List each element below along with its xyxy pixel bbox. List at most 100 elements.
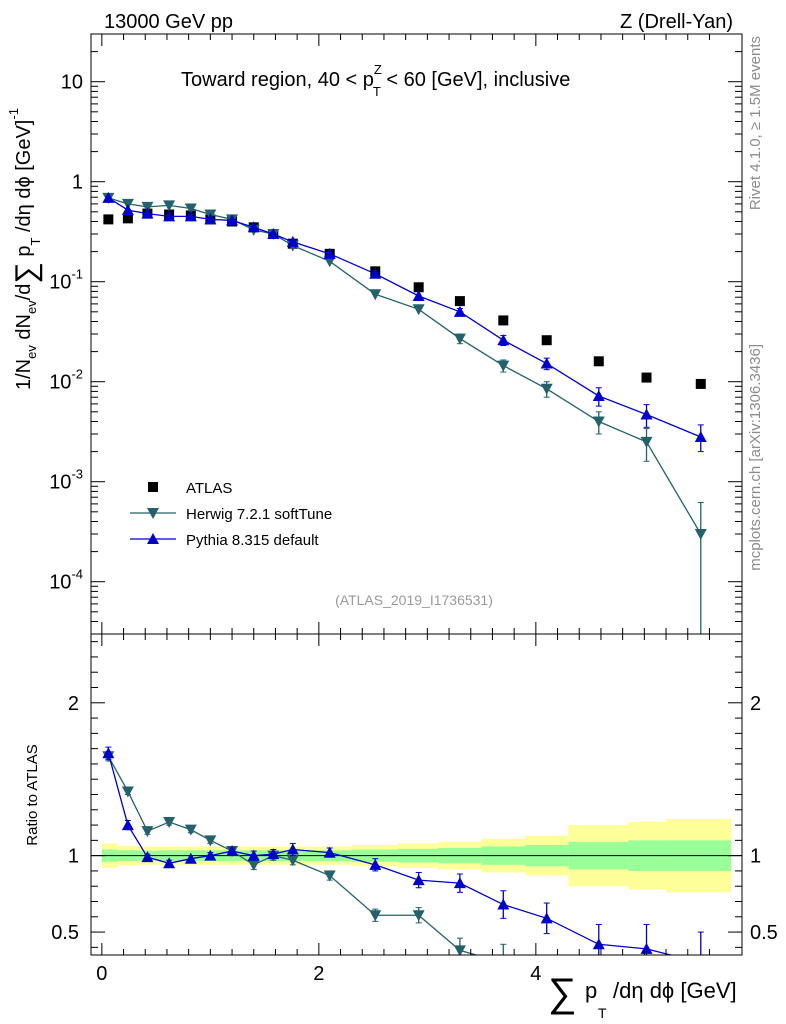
pythia-main-point: [453, 305, 466, 317]
pythia-main-point: [121, 204, 134, 216]
pythia-ratio-point: [453, 877, 466, 889]
legend: ATLAS Herwig 7.2.1 softTune Pythia 8.315…: [130, 480, 332, 549]
herwig-ratio-point: [497, 958, 509, 969]
pythia-ratio-point: [121, 819, 134, 831]
pythia-ratio-point: [369, 858, 382, 870]
x-tick-label: 4: [530, 963, 541, 985]
pythia-main-point: [369, 267, 382, 279]
rivet-version-label: Rivet 4.1.0, ≥ 1.5M events: [747, 36, 764, 210]
herwig-main-point: [640, 436, 653, 448]
legend-marker-herwig: [147, 508, 159, 519]
pythia-main-point: [286, 235, 299, 247]
herwig-ratio-point: [453, 945, 466, 955]
pythia-main-line: [108, 197, 702, 438]
x-tick-label: 2: [313, 963, 324, 985]
pythia-ratio-point: [226, 845, 239, 857]
herwig-ratio-point: [247, 859, 260, 871]
pythia-main-point: [323, 247, 336, 259]
pythia-ratio-point: [247, 849, 260, 861]
pythia-ratio-point: [497, 898, 510, 910]
atlas-main-point: [593, 356, 604, 367]
main-y-tick-label: 1: [72, 172, 83, 194]
svg-text:T: T: [598, 1005, 607, 1021]
pythia-main-point: [592, 389, 605, 401]
ratio-y-tick-label-left: 1: [68, 846, 79, 868]
herwig-main-point: [323, 256, 336, 268]
herwig-ratio-point: [286, 855, 299, 867]
atlas-main-point: [695, 378, 706, 389]
ratio-y-tick-label-left: 0.5: [51, 922, 79, 944]
atlas-main-point: [103, 214, 114, 225]
main-y-tick-label: 10-4: [49, 567, 83, 594]
ratio-y-tick-label-left: 2: [68, 693, 79, 715]
ratio-panel: 0.5 0.5 1 1 2 2 0 2 4 Ratio to ATLAS: [24, 633, 778, 985]
herwig-main-point: [540, 383, 553, 395]
mcplots-source-label: mcplots.cern.ch [arXiv:1306.3436]: [747, 344, 764, 571]
ratio-y-tick-label-right: 2: [750, 693, 761, 715]
herwig-ratio-point: [163, 817, 176, 829]
pythia-ratio-point: [592, 938, 605, 950]
legend-label-herwig: Herwig 7.2.1 softTune: [186, 506, 332, 523]
herwig-ratio-point: [121, 786, 134, 798]
pythia-ratio-point: [141, 851, 154, 863]
pythia-main-point: [184, 210, 197, 222]
main-y-tick-label: 10-3: [49, 467, 83, 494]
analysis-tag: (ATLAS_2019_I1736531): [335, 592, 493, 608]
herwig-main-point: [592, 416, 605, 428]
atlas-main-point: [641, 372, 652, 383]
pythia-ratio-point: [204, 849, 217, 861]
herwig-main-point: [453, 333, 466, 345]
herwig-main-point: [694, 529, 707, 540]
atlas-main-point: [122, 213, 133, 224]
herwig-ratio-point: [204, 835, 217, 847]
pythia-main-point: [267, 228, 280, 239]
main-y-tick-label: 10: [61, 72, 83, 94]
atlas-main-point: [498, 315, 509, 326]
ratio-y-axis-label: Ratio to ATLAS: [24, 744, 41, 845]
pythia-main-point: [226, 214, 239, 226]
herwig-main-point: [412, 304, 425, 316]
herwig-ratio-point: [141, 826, 154, 838]
main-y-tick-label: 10-1: [49, 267, 83, 294]
herwig-ratio-point: [369, 910, 382, 922]
pythia-main-point: [163, 210, 176, 222]
ratio-frame: [90, 633, 743, 956]
header-left: 13000 GeV pp: [104, 11, 233, 33]
header-right: Z (Drell-Yan): [620, 11, 733, 33]
pythia-main-point: [497, 334, 510, 346]
svg-text:p: p: [585, 978, 597, 1003]
ratio-series-group: [102, 746, 707, 969]
ratio-y-tick-label-right: 1: [750, 846, 761, 868]
pythia-main-point: [640, 408, 653, 420]
svg-text:1/Nev dNev/d∑ pT /dη dϕ [GeV]: 1/Nev dNev/d∑ pT /dη dϕ [GeV]-1: [6, 108, 43, 390]
pythia-ratio-point: [540, 912, 553, 924]
pythia-ratio-point: [184, 852, 197, 864]
pythia-ratio-point: [286, 843, 299, 855]
herwig-main-point: [163, 200, 176, 212]
pythia-main-point: [247, 221, 260, 233]
pythia-main-point: [694, 430, 707, 442]
pythia-main-point: [540, 357, 553, 369]
atlas-main-point: [541, 335, 552, 346]
atlas-main-point: [413, 282, 424, 293]
pythia-ratio-point: [163, 857, 176, 869]
herwig-main-point: [497, 360, 510, 372]
herwig-main-point: [369, 289, 382, 301]
svg-text:∑: ∑: [548, 971, 577, 1015]
ratio-y-tick-label-right: 0.5: [750, 922, 778, 944]
pythia-ratio-point: [102, 747, 115, 759]
pythia-main-point: [102, 191, 115, 203]
x-axis-label: ∑ p T /dη dϕ [GeV]: [548, 971, 737, 1021]
legend-marker-pythia: [147, 533, 159, 544]
pythia-ratio-point: [640, 942, 653, 954]
pythia-ratio-point: [412, 874, 425, 886]
pythia-main-point: [412, 289, 425, 301]
pythia-ratio-point: [267, 848, 280, 860]
pythia-ratio-point: [695, 957, 707, 968]
herwig-ratio-point: [412, 910, 425, 922]
legend-label-pythia: Pythia 8.315 default: [186, 532, 319, 549]
legend-label-atlas: ATLAS: [186, 480, 232, 497]
main-panel: 10-4 10-3 10-2 10-1 1 10 Toward region, 40 < …: [6, 33, 743, 635]
x-tick-label: 0: [96, 963, 107, 985]
